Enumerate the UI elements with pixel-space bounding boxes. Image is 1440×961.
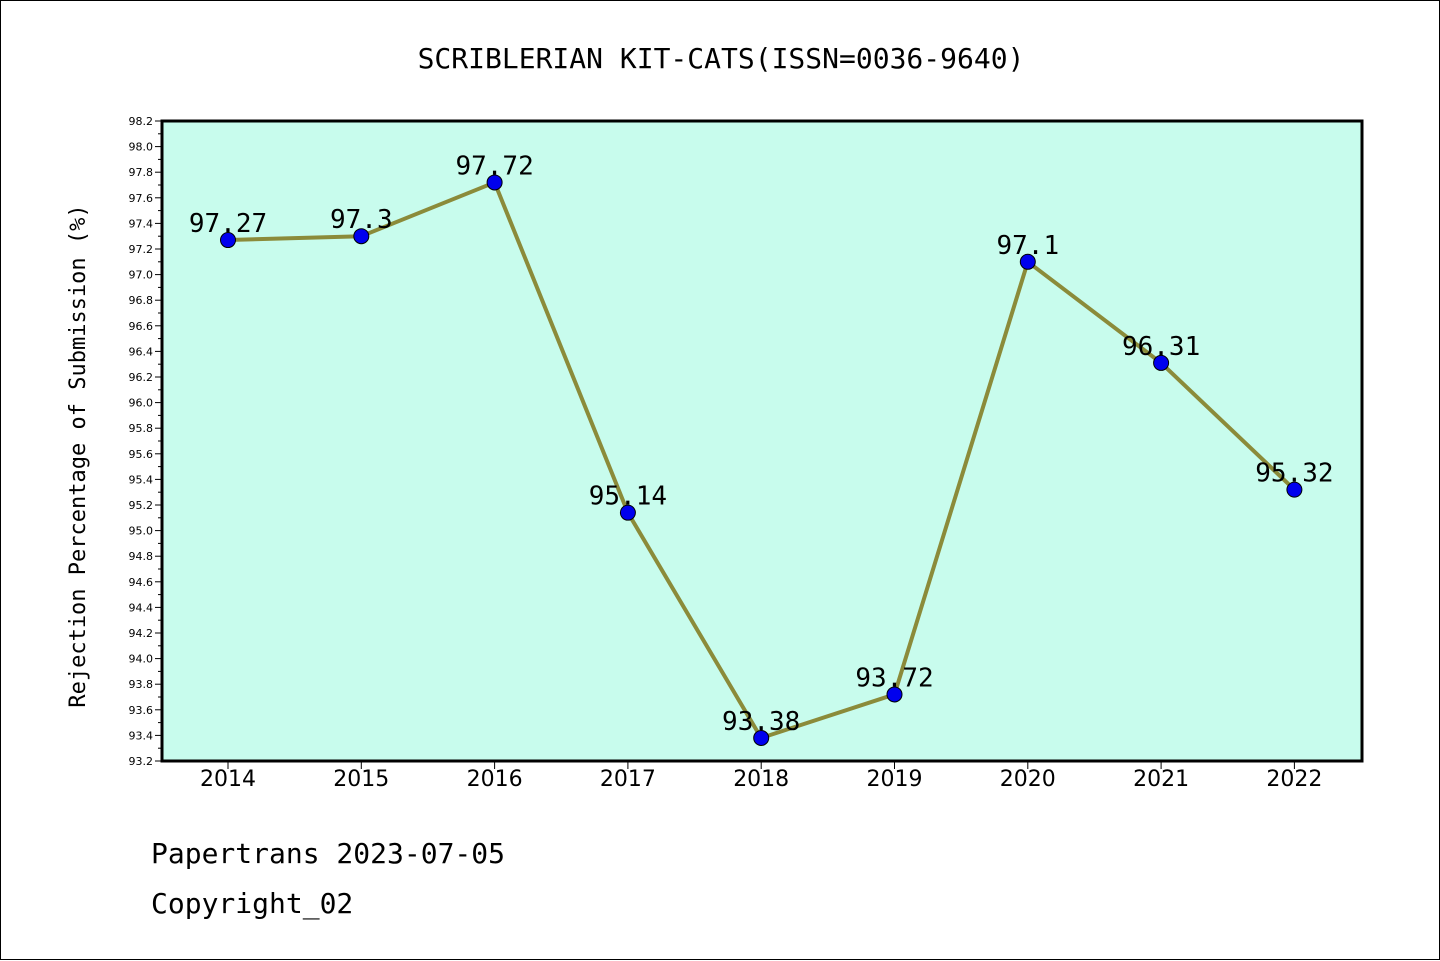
footer-date-line: Papertrans 2023-07-05 xyxy=(151,837,506,870)
y-tick-label: 96.0 xyxy=(129,397,154,410)
data-point xyxy=(353,228,370,245)
y-tick-label: 95.8 xyxy=(129,422,154,435)
y-tick-label: 97.8 xyxy=(129,166,154,179)
data-label: 95.32 xyxy=(1255,459,1333,489)
y-tick-label: 98.0 xyxy=(129,141,154,154)
data-point xyxy=(1286,481,1303,498)
x-tick-label: 2020 xyxy=(1000,767,1056,792)
x-tick-label: 2019 xyxy=(867,767,923,792)
data-point xyxy=(886,686,903,703)
y-tick-label: 93.8 xyxy=(129,678,154,691)
x-tick-label: 2022 xyxy=(1266,767,1322,792)
x-tick-label: 2018 xyxy=(733,767,789,792)
y-tick-label: 96.8 xyxy=(129,294,154,307)
data-point xyxy=(619,504,636,521)
data-point xyxy=(220,232,236,249)
data-point xyxy=(1019,253,1036,270)
data-point xyxy=(753,729,770,746)
y-tick-label: 97.2 xyxy=(129,243,154,256)
data-label: 97.3 xyxy=(330,205,393,235)
y-axis-ticks: 93.2 93.4 93.6 93.8 94.0 94.2 94.4 94.6 94.8 95.0… xyxy=(129,115,162,768)
x-axis-ticks: 2014 2015 2016 2017 2018 2019 2020 2021 2022 xyxy=(200,761,1322,792)
data-label: 97.72 xyxy=(455,151,533,181)
x-tick-label: 2014 xyxy=(200,767,256,792)
data-label: 93.72 xyxy=(855,663,933,693)
y-tick-label: 96.4 xyxy=(129,345,154,358)
y-tick-label: 94.0 xyxy=(129,653,154,666)
y-tick-label: 97.6 xyxy=(129,192,154,205)
footer-copyright-line: Copyright_02 xyxy=(151,887,354,920)
x-tick-label: 2015 xyxy=(333,767,389,792)
y-tick-label: 96.6 xyxy=(129,320,154,333)
data-label: 95.14 xyxy=(589,482,667,512)
x-tick-label: 2021 xyxy=(1133,767,1189,792)
y-tick-label: 93.4 xyxy=(129,729,154,742)
chart-title: SCRIBLERIAN KIT-CATS(ISSN=0036-9640) xyxy=(418,42,1025,75)
y-tick-label: 94.6 xyxy=(129,576,154,589)
plot-area xyxy=(160,119,1364,763)
y-tick-label: 94.4 xyxy=(129,601,154,614)
y-axis-label: Rejection Percentage of Submission (%) xyxy=(66,204,91,707)
data-label: 96.31 xyxy=(1122,332,1200,362)
data-point xyxy=(486,174,503,191)
data-label: 93.38 xyxy=(722,707,800,737)
x-tick-label: 2017 xyxy=(600,767,656,792)
x-tick-label: 2016 xyxy=(467,767,523,792)
y-tick-label: 97.0 xyxy=(129,269,154,282)
data-label: 97.27 xyxy=(189,209,267,239)
y-tick-label: 95.2 xyxy=(129,499,154,512)
y-tick-label: 95.4 xyxy=(129,473,154,486)
y-tick-label: 94.2 xyxy=(129,627,154,640)
data-point xyxy=(1153,354,1170,371)
data-label: 97.1 xyxy=(996,231,1059,261)
y-tick-label: 93.2 xyxy=(129,755,154,768)
y-tick-label: 95.0 xyxy=(129,525,154,538)
y-tick-label: 98.2 xyxy=(129,115,154,128)
y-tick-label: 93.6 xyxy=(129,704,154,717)
y-tick-label: 95.6 xyxy=(129,448,154,461)
y-tick-label: 94.8 xyxy=(129,550,154,563)
y-tick-label: 97.4 xyxy=(129,217,154,230)
y-tick-label: 96.2 xyxy=(129,371,154,384)
series-group: 97.27 97.3 97.72 95.14 93.38 93.72 97.1 96.31 95… xyxy=(189,151,1334,746)
